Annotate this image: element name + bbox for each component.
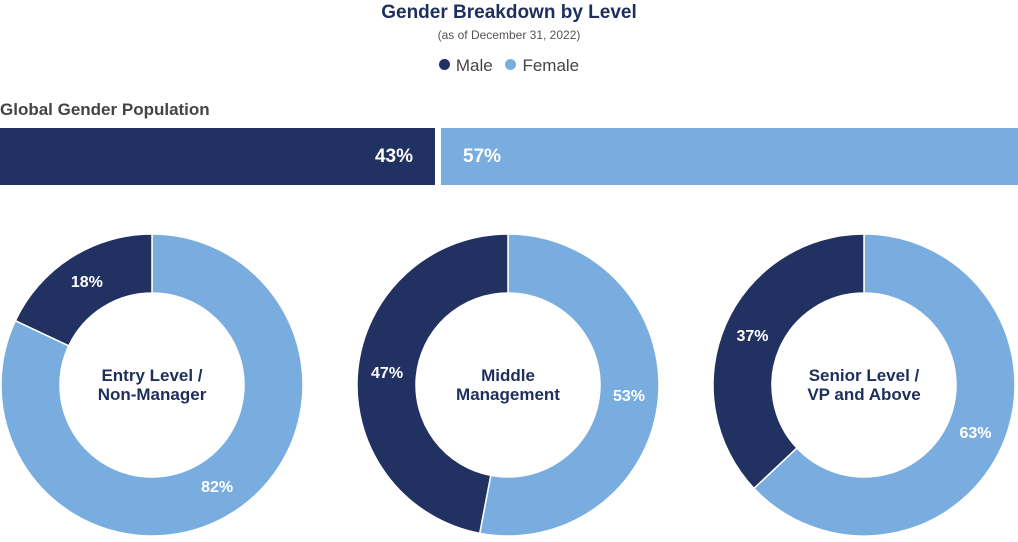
donut-0-male-label: 18% (71, 274, 103, 291)
global-bar-male-label: 43% (374, 146, 413, 167)
legend-label-male: Male (455, 56, 493, 75)
legend: Male Female (0, 56, 1018, 76)
chart-title: Gender Breakdown by Level (381, 2, 637, 23)
donut-1-female-label: 53% (613, 388, 645, 405)
donut-2-male-slice (712, 233, 865, 490)
donut-1-female-slice (478, 233, 660, 537)
donut-0-female-label: 82% (201, 479, 233, 496)
legend-item-female: Female (505, 56, 579, 76)
donut-1-male-slice (356, 233, 509, 535)
donut-2-center-label: Senior Level / (809, 366, 920, 385)
donut-1-male-label: 47% (371, 365, 403, 382)
donut-0-center-label: Non-Manager (98, 385, 207, 404)
global-bar-female-label: 57% (463, 146, 502, 167)
legend-item-male: Male (438, 56, 493, 76)
donut-2-male-label: 37% (736, 328, 768, 345)
donut-0-male-slice (14, 233, 153, 347)
donut-2-center-label: VP and Above (807, 385, 920, 404)
legend-label-female: Female (522, 56, 580, 75)
chart-subtitle: (as of December 31, 2022) (437, 28, 581, 42)
legend-swatch-female (505, 59, 517, 70)
donut-2-female-slice (752, 233, 1016, 537)
legend-swatch-male (438, 59, 450, 70)
donut-0-center-label: Entry Level / (101, 366, 202, 385)
global-bar-male: 43% (0, 128, 435, 185)
global-bar-label: Global Gender Population (0, 100, 210, 119)
donut-1-center-label: Middle (481, 366, 535, 385)
donut-2-female-label: 63% (959, 425, 991, 442)
global-bar-female: 57% (441, 128, 1018, 185)
donut-0-female-slice (0, 233, 304, 537)
donut-1-center-label: Management (456, 385, 560, 404)
